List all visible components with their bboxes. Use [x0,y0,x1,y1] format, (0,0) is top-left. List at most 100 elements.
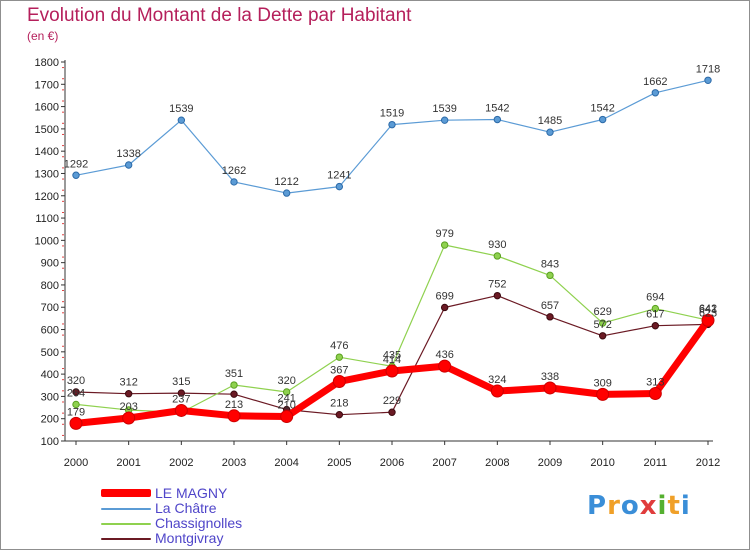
data-point [230,178,238,186]
y-tick-label: 600 [41,325,59,337]
data-point [701,313,715,327]
data-label: 843 [541,258,559,270]
logo-letter: t [667,491,681,521]
data-label: 218 [330,398,348,410]
data-point [598,115,607,124]
data-label: 203 [119,401,137,413]
data-label: 229 [383,395,401,407]
data-label: 1212 [274,176,298,188]
x-tick-label: 2010 [590,457,614,469]
x-tick-label: 2005 [327,457,351,469]
data-label: 642 [699,303,717,315]
y-tick-label: 300 [41,391,59,403]
legend-label: La Châtre [155,500,217,516]
data-label: 213 [225,399,243,411]
data-label: 414 [383,354,401,366]
data-point [122,411,136,425]
data-label: 309 [593,377,611,389]
data-point [493,291,502,300]
logo-letter: i [657,491,668,521]
data-label: 313 [646,377,664,389]
legend-label: Montgivray [155,530,224,546]
x-tick-label: 2003 [222,457,246,469]
data-point [598,332,607,340]
series-line [75,79,709,194]
x-tick-label: 2008 [485,457,509,469]
x-tick-label: 2001 [116,457,140,469]
data-point [335,353,344,361]
data-label: 264 [67,387,85,399]
data-point [230,381,238,389]
chart-title: Evolution du Montant de la Dette par Hab… [27,5,412,26]
data-label: 312 [119,377,137,389]
data-point [69,416,83,430]
logo-letter: o [620,491,640,521]
data-point [490,384,504,398]
logo-letter: x [639,491,658,521]
data-point [282,388,291,396]
data-point [438,359,452,373]
data-point [388,120,396,129]
data-label: 324 [488,374,506,386]
data-point [177,389,186,397]
data-point [385,364,399,378]
data-point [440,116,449,124]
data-point [332,374,346,388]
x-tick-label: 2006 [380,457,404,469]
chart-subtitle: (en €) [27,29,59,43]
y-tick-label: 700 [41,302,59,314]
y-tick-label: 200 [41,414,59,426]
data-point [546,313,554,321]
legend-swatch [101,523,151,525]
data-label: 320 [67,375,85,387]
data-label: 694 [646,292,664,304]
x-tick-label: 2007 [432,457,456,469]
data-point [546,271,554,280]
y-tick-label: 800 [41,280,59,292]
data-label: 315 [172,376,190,388]
data-point [335,410,344,419]
data-label: 1338 [116,148,140,160]
logo-letter: r [607,491,621,521]
x-tick-label: 2004 [274,457,298,469]
data-label: 1241 [327,170,351,182]
data-point [704,76,712,84]
data-label: 623 [699,307,717,319]
data-point [440,241,449,249]
data-label: 320 [277,375,295,387]
data-label: 1519 [380,108,404,120]
data-label: 237 [172,393,190,405]
proxiti-logo: Proxiti [587,491,691,521]
legend-label: LE MAGNY [155,485,228,501]
x-tick-label: 2000 [64,457,88,469]
data-point [174,403,188,417]
data-label: 572 [593,319,611,331]
y-tick-label: 1500 [35,124,59,136]
data-point [282,189,291,197]
legend-swatch [101,538,151,540]
data-point [388,408,396,416]
data-point [72,388,80,396]
data-label: 1542 [590,103,614,115]
data-label: 1718 [696,63,720,75]
y-tick-label: 900 [41,258,59,270]
data-label: 367 [330,364,348,376]
legend-swatch [101,489,151,497]
series-line [75,244,709,414]
legend-swatch [101,508,151,510]
logo-letter: i [680,491,691,521]
data-point [648,387,662,401]
y-tick-label: 1400 [35,146,59,158]
data-label: 476 [330,340,348,352]
data-label: 1262 [222,165,246,177]
data-point [651,89,660,97]
data-point [596,387,610,401]
data-label: 979 [435,228,453,240]
data-label: 1539 [432,103,456,115]
data-point [598,319,607,327]
data-point [493,115,502,124]
data-point [651,304,660,313]
data-point [493,252,502,260]
